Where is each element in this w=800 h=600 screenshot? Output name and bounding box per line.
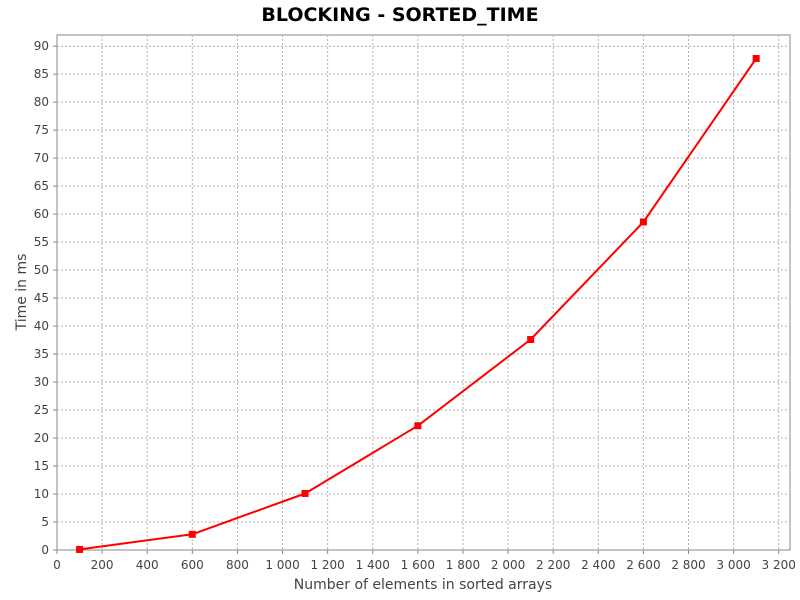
data-point-marker	[527, 336, 535, 344]
x-tick-label: 600	[181, 558, 204, 572]
y-tick-label: 60	[34, 207, 49, 221]
y-tick-label: 85	[34, 67, 49, 81]
x-tick-label: 1 200	[310, 558, 344, 572]
x-tick-label: 1 800	[446, 558, 480, 572]
x-tick-label: 2 400	[581, 558, 615, 572]
y-tick-label: 55	[34, 235, 49, 249]
x-tick-label: 1 000	[265, 558, 299, 572]
x-tick-label: 3 200	[762, 558, 796, 572]
y-tick-label: 25	[34, 403, 49, 417]
y-tick-label: 90	[34, 39, 49, 53]
data-point-marker	[188, 530, 196, 538]
x-tick-label: 2 600	[626, 558, 660, 572]
data-point-marker	[301, 489, 309, 497]
x-tick-label: 400	[136, 558, 159, 572]
x-tick-label: 1 400	[356, 558, 390, 572]
x-tick-label: 800	[226, 558, 249, 572]
y-tick-label: 20	[34, 431, 49, 445]
data-point-marker	[76, 545, 84, 553]
data-point-marker	[414, 422, 422, 430]
x-axis-label: Number of elements in sorted arrays	[294, 577, 552, 593]
plot-area	[56, 34, 791, 551]
y-tick-label: 0	[41, 543, 49, 557]
y-tick-label: 70	[34, 151, 49, 165]
chart-title: BLOCKING - SORTED_TIME	[261, 4, 538, 26]
y-tick-label: 65	[34, 179, 49, 193]
y-tick-label: 45	[34, 291, 49, 305]
y-axis-label: Time in ms	[14, 254, 30, 332]
y-tick-label: 80	[34, 95, 49, 109]
y-tick-label: 15	[34, 459, 49, 473]
series-layer	[76, 55, 760, 553]
data-point-marker	[639, 218, 647, 226]
tick-layer: 0 200 400 600 800 1 000 1 200 1 400 1 600 1 800 2 …	[34, 39, 796, 572]
y-tick-label: 5	[41, 515, 49, 529]
y-tick-label: 50	[34, 263, 49, 277]
x-tick-label: 1 600	[401, 558, 435, 572]
x-tick-label: 200	[91, 558, 114, 572]
grid-layer	[57, 35, 790, 550]
x-tick-label: 2 800	[671, 558, 705, 572]
data-point-marker	[752, 55, 760, 63]
x-tick-label: 2 200	[536, 558, 570, 572]
y-tick-label: 75	[34, 123, 49, 137]
x-tick-label: 3 000	[716, 558, 750, 572]
y-tick-label: 40	[34, 319, 49, 333]
y-tick-label: 35	[34, 347, 49, 361]
x-tick-label: 2 000	[491, 558, 525, 572]
y-tick-label: 30	[34, 375, 49, 389]
x-tick-label: 0	[53, 558, 61, 572]
y-tick-label: 10	[34, 487, 49, 501]
